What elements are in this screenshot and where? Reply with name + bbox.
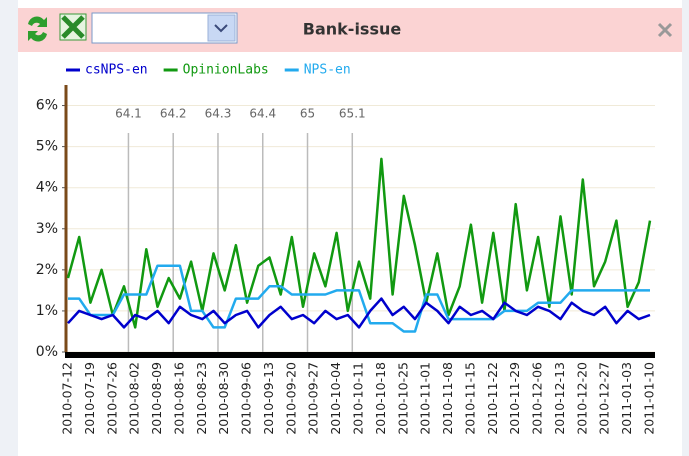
close-icon[interactable] xyxy=(657,22,673,38)
x-tick-label: 2010-11-29 xyxy=(507,362,522,435)
x-tick-label: 2010-09-20 xyxy=(283,362,298,435)
x-tick-label: 2010-12-27 xyxy=(597,362,612,435)
annotation-label: 64.2 xyxy=(160,107,187,121)
x-tick-label: 2010-08-16 xyxy=(171,362,186,435)
x-tick-label: 2010-11-08 xyxy=(440,362,455,435)
x-tick-label: 2010-11-01 xyxy=(418,362,433,435)
annotation-label: 64.3 xyxy=(205,107,232,121)
x-tick-label: 2010-12-20 xyxy=(574,362,589,435)
x-axis xyxy=(65,352,655,358)
series-line xyxy=(66,157,652,329)
y-tick-label: 3% xyxy=(36,221,58,237)
x-tick-label: 2010-08-02 xyxy=(127,362,142,435)
y-tick-label: 4% xyxy=(36,180,58,196)
y-tick-label: 2% xyxy=(36,262,58,278)
annotation-label: 65 xyxy=(300,107,315,121)
legend-label: OpinionLabs xyxy=(183,63,269,78)
x-tick-label: 2010-10-11 xyxy=(351,362,366,435)
dropdown[interactable] xyxy=(91,12,238,44)
y-tick-label: 1% xyxy=(36,303,58,319)
x-tick-label: 2010-08-23 xyxy=(194,362,209,435)
x-tick-label: 2010-08-09 xyxy=(149,362,164,435)
annotation-label: 65.1 xyxy=(339,107,366,121)
widget-title: Bank-issue xyxy=(303,20,402,39)
x-tick-label: 2011-01-10 xyxy=(642,362,657,435)
y-tick-label: 0% xyxy=(36,344,58,360)
annotation-label: 64.4 xyxy=(249,107,276,121)
x-tick-label: 2010-07-12 xyxy=(60,362,75,435)
refresh-icon[interactable] xyxy=(28,16,47,42)
y-tick-label: 6% xyxy=(36,98,58,114)
x-tick-label: 2010-07-26 xyxy=(104,362,119,435)
excel-icon[interactable] xyxy=(59,13,87,41)
legend-label: NPS-en xyxy=(304,63,351,78)
x-tick-label: 2010-08-30 xyxy=(216,362,231,435)
x-tick-label: 2010-11-22 xyxy=(485,362,500,435)
y-tick-label: 5% xyxy=(36,139,58,155)
annotation-label: 64.1 xyxy=(115,107,142,121)
x-tick-label: 2011-01-03 xyxy=(619,362,634,435)
x-tick-label: 2010-09-06 xyxy=(239,362,254,435)
x-tick-label: 2010-12-06 xyxy=(530,362,545,435)
x-tick-label: 2010-11-15 xyxy=(462,362,477,435)
series-line xyxy=(68,264,650,333)
x-tick-label: 2010-07-19 xyxy=(82,362,97,435)
x-tick-label: 2010-10-04 xyxy=(328,362,343,435)
series-line xyxy=(67,297,651,329)
x-tick-label: 2010-09-27 xyxy=(306,362,321,435)
legend-label: csNPS-en xyxy=(85,63,148,78)
x-tick-label: 2010-10-18 xyxy=(373,362,388,435)
x-tick-label: 2010-12-13 xyxy=(552,362,567,435)
x-tick-label: 2010-10-25 xyxy=(395,362,410,435)
x-tick-label: 2010-09-13 xyxy=(261,362,276,435)
